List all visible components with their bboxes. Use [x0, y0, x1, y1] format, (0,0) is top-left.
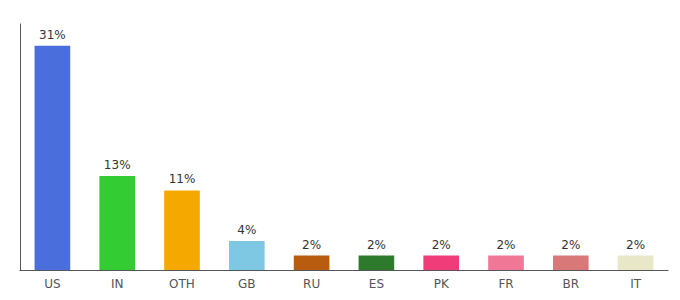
svg-text:GB: GB: [238, 277, 256, 291]
svg-text:2%: 2%: [561, 238, 580, 252]
svg-text:IT: IT: [630, 277, 642, 291]
svg-text:ES: ES: [369, 277, 384, 291]
svg-text:RU: RU: [303, 277, 320, 291]
svg-text:BR: BR: [563, 277, 580, 291]
svg-text:2%: 2%: [626, 238, 645, 252]
svg-text:PK: PK: [434, 277, 450, 291]
svg-text:2%: 2%: [302, 238, 321, 252]
svg-text:OTH: OTH: [169, 277, 195, 291]
svg-text:13%: 13%: [104, 158, 131, 172]
svg-text:US: US: [44, 277, 60, 291]
svg-text:FR: FR: [498, 277, 513, 291]
svg-text:11%: 11%: [169, 172, 196, 186]
svg-text:2%: 2%: [496, 238, 515, 252]
svg-text:4%: 4%: [237, 223, 256, 237]
svg-text:2%: 2%: [367, 238, 386, 252]
svg-text:2%: 2%: [432, 238, 451, 252]
svg-text:IN: IN: [111, 277, 124, 291]
svg-text:31%: 31%: [39, 28, 66, 42]
